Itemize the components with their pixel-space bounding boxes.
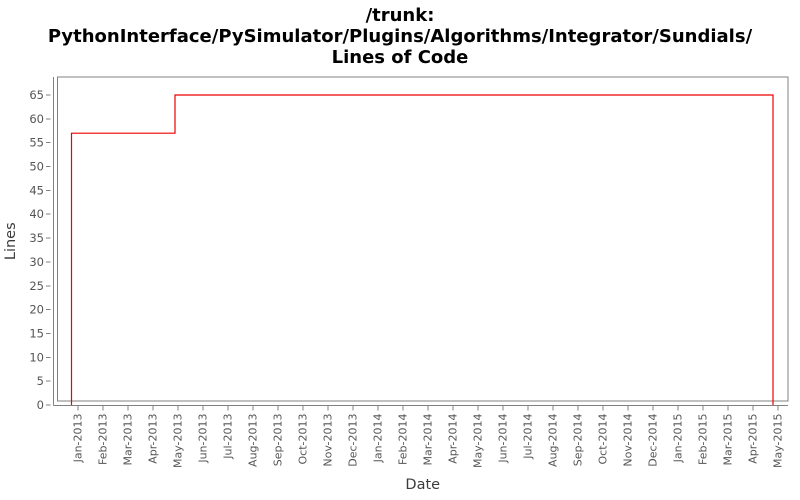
y-tick-label: 20 bbox=[29, 303, 44, 317]
chart-title-line3: Lines of Code bbox=[331, 47, 469, 68]
x-tick-label: Apr-2015 bbox=[747, 414, 760, 464]
y-tick-label: 45 bbox=[29, 183, 44, 197]
x-tick-label: Mar-2013 bbox=[122, 414, 135, 466]
chart-title: /trunk: PythonInterface/PySimulator/Plug… bbox=[0, 5, 800, 68]
x-tick-label: Jun-2014 bbox=[497, 414, 510, 464]
x-axis-label: Date bbox=[405, 477, 440, 493]
x-tick-label: Feb-2015 bbox=[697, 414, 710, 465]
x-tick-label: May-2015 bbox=[772, 414, 785, 469]
x-tick-label: Aug-2014 bbox=[547, 414, 560, 467]
y-tick-label: 60 bbox=[29, 112, 44, 126]
x-tick-label: Sep-2014 bbox=[572, 414, 585, 467]
y-tick-label: 65 bbox=[29, 88, 44, 102]
x-tick-label: May-2013 bbox=[172, 414, 185, 469]
y-axis-label: Lines bbox=[3, 222, 19, 260]
x-tick-label: Feb-2013 bbox=[97, 414, 110, 465]
y-tick-label: 15 bbox=[29, 326, 44, 340]
x-tick-label: Jan-2015 bbox=[672, 414, 685, 464]
x-tick-label: Jun-2013 bbox=[197, 414, 210, 464]
y-tick-label: 40 bbox=[29, 207, 44, 221]
plot-frame bbox=[57, 76, 789, 402]
x-tick-label: Dec-2014 bbox=[647, 413, 660, 466]
x-tick-label: Oct-2013 bbox=[297, 414, 310, 465]
y-tick-label: 30 bbox=[29, 255, 44, 269]
x-tick-label: Feb-2014 bbox=[397, 414, 410, 465]
y-tick-label: 50 bbox=[29, 160, 44, 174]
x-tick-label: Jul-2014 bbox=[522, 414, 535, 460]
x-tick-label: Jan-2013 bbox=[72, 414, 85, 464]
y-tick-label: 0 bbox=[37, 398, 44, 412]
chart-title-line2: PythonInterface/PySimulator/Plugins/Algo… bbox=[47, 26, 753, 47]
x-tick-label: Aug-2013 bbox=[247, 414, 260, 467]
x-tick-label: Sep-2013 bbox=[272, 414, 285, 467]
y-tick-label: 35 bbox=[29, 231, 44, 245]
x-tick-label: Jan-2014 bbox=[372, 414, 385, 464]
series-line bbox=[70, 94, 774, 405]
x-tick-label: Nov-2013 bbox=[322, 414, 335, 467]
chart-title-line1: /trunk: bbox=[365, 5, 435, 26]
x-tick-label: Mar-2014 bbox=[422, 414, 435, 466]
x-tick-label: Jul-2013 bbox=[222, 414, 235, 460]
y-tick-label: 25 bbox=[29, 279, 44, 293]
x-tick-label: Mar-2015 bbox=[722, 414, 735, 466]
x-tick-label: Apr-2013 bbox=[147, 414, 160, 464]
y-tick-label: 10 bbox=[29, 350, 44, 364]
y-tick-label: 55 bbox=[29, 136, 44, 150]
x-tick-label: May-2014 bbox=[472, 414, 485, 469]
y-tick-label: 5 bbox=[37, 374, 44, 388]
x-tick-label: Dec-2013 bbox=[347, 413, 360, 466]
x-tick-label: Oct-2014 bbox=[597, 414, 610, 465]
x-tick-label: Apr-2014 bbox=[447, 414, 460, 464]
x-tick-label: Nov-2014 bbox=[622, 414, 635, 467]
